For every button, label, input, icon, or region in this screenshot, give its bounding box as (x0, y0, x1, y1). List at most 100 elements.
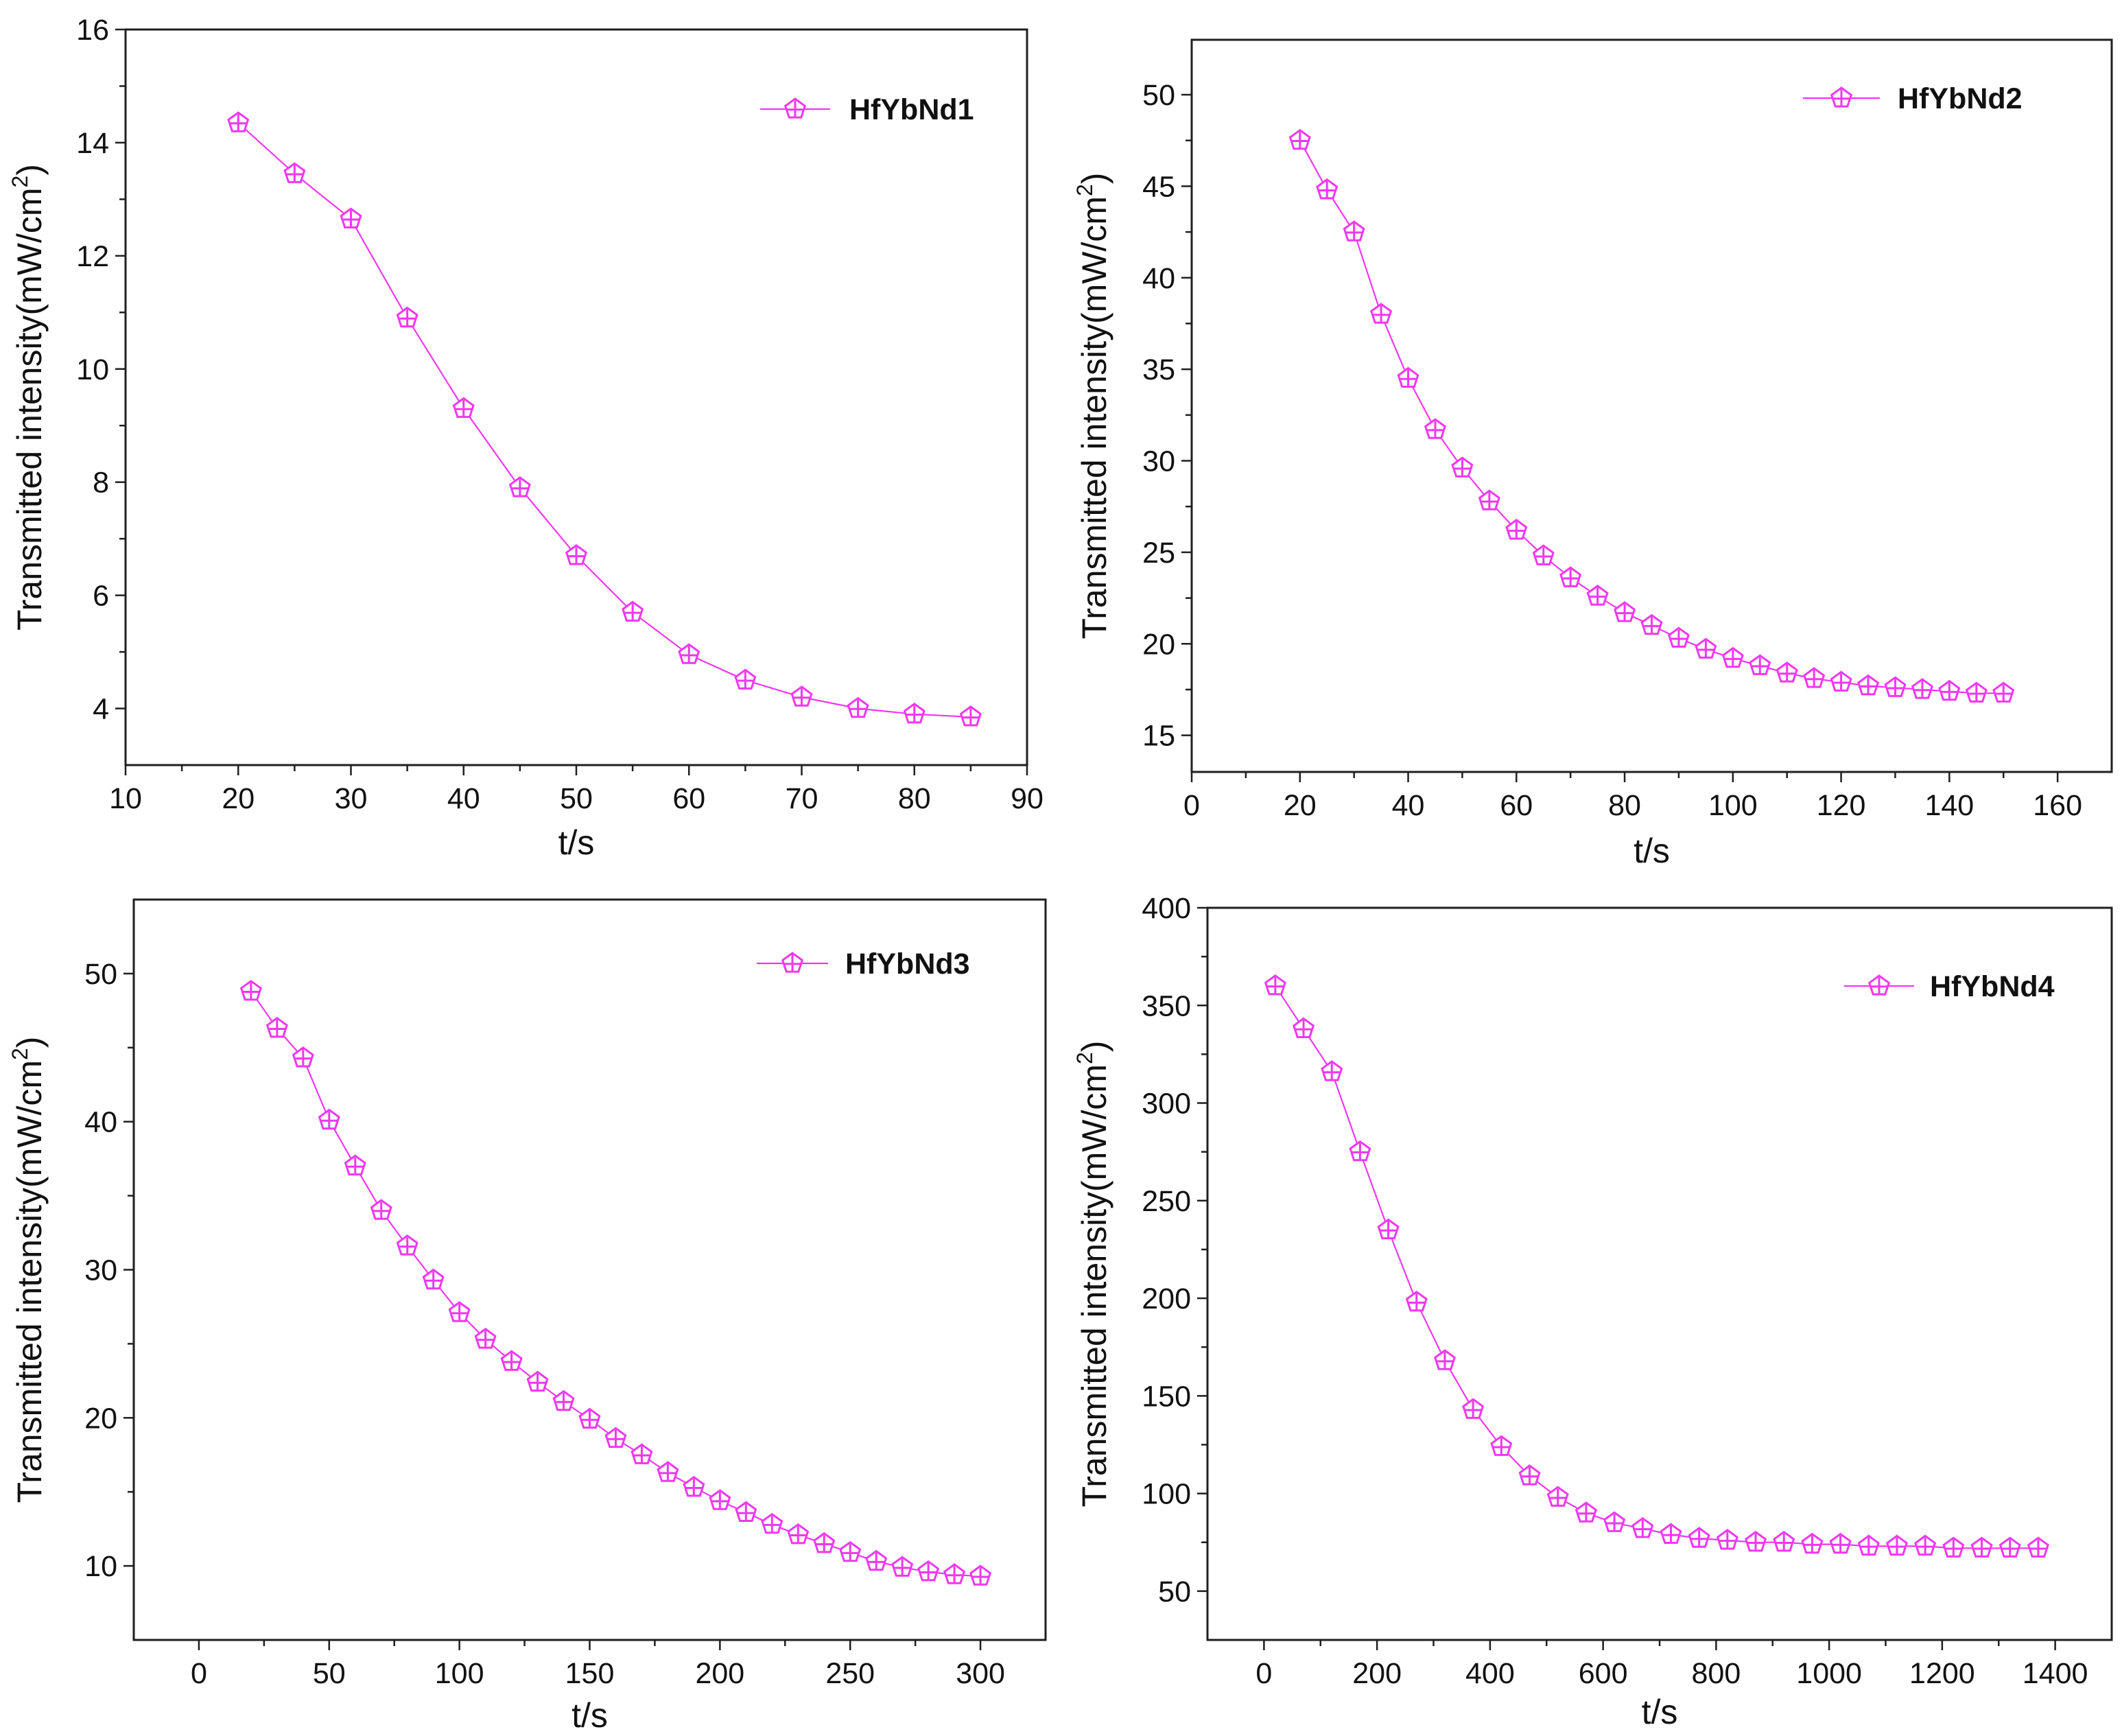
y-axis-title-close: ) (10, 1037, 49, 1048)
x-tick-label: 1000 (1796, 1657, 1862, 1690)
x-tick-label: 0 (1183, 789, 1200, 822)
y-tick-label: 100 (1142, 1478, 1191, 1511)
y-axis-title-close: ) (1075, 173, 1113, 185)
y-axis-title: Transmitted intensity(mW/cm2) (1072, 1041, 1113, 1508)
x-axis-title: t/s (1634, 832, 1670, 870)
x-tick-label: 50 (313, 1657, 346, 1690)
data-point (903, 702, 926, 724)
y-tick-label: 200 (1142, 1282, 1191, 1315)
x-tick-label: 800 (1692, 1657, 1741, 1690)
data-point (1377, 1218, 1400, 1240)
data-point (959, 705, 982, 727)
x-tick-label: 160 (2033, 789, 2082, 822)
data-point (1451, 456, 1474, 478)
data-point (370, 1199, 392, 1220)
y-tick-label: 350 (1142, 989, 1191, 1022)
data-point (1264, 974, 1286, 996)
y-axis-title-superscript: 2 (1072, 184, 1097, 196)
x-tick-label: 250 (825, 1657, 875, 1690)
data-point (1532, 544, 1555, 565)
data-point (1631, 1516, 1654, 1538)
x-axis-title: t/s (558, 823, 595, 862)
data-point (1721, 646, 1744, 668)
data-point (1316, 178, 1339, 200)
y-tick-label: 10 (76, 353, 109, 386)
legend-label: HfYbNd1 (849, 93, 974, 126)
x-tick-label: 40 (447, 782, 480, 815)
data-point (1288, 128, 1311, 150)
data-point (578, 1407, 601, 1429)
data-point (1938, 679, 1961, 701)
x-tick-label: 20 (1284, 789, 1317, 822)
y-axis-title-main: Transmitted intensity(mW/cm (10, 1060, 49, 1503)
chart-panel-1: 10 20 30 40 50 60 70 80 90 4 6 8 10 12 14 16 t/s Transmit… (8, 14, 1044, 862)
data-point (422, 1268, 445, 1290)
x-tick-label: 70 (786, 782, 818, 815)
x-tick-label: 200 (1352, 1657, 1402, 1690)
x-tick-label: 300 (956, 1657, 1005, 1690)
data-point (761, 1512, 783, 1534)
x-tick-label: 30 (335, 782, 368, 815)
legend-label: HfYbNd3 (845, 948, 970, 981)
chart-panel-4: 0 200 400 600 800 1000 1200 1400 50 100 150 200 250 3… (1072, 892, 2113, 1731)
data-point (1640, 613, 1663, 635)
x-tick-label: 80 (1608, 789, 1641, 822)
data-point (565, 544, 588, 565)
data-point (1660, 1523, 1682, 1544)
x-tick-label: 80 (898, 782, 931, 815)
y-tick-label: 20 (1142, 628, 1175, 661)
data-point (448, 1301, 471, 1322)
data-point (1857, 1534, 1880, 1556)
data-point (396, 1234, 418, 1256)
x-tick-label: 200 (695, 1657, 744, 1690)
y-tick-label: 40 (1142, 262, 1175, 295)
data-point (1688, 1527, 1710, 1548)
data-point (1614, 601, 1636, 622)
x-tick-label: 0 (191, 1657, 207, 1690)
legend-marker (781, 952, 804, 973)
data-point (813, 1532, 836, 1553)
data-point (1745, 1530, 1767, 1552)
y-tick-label: 10 (84, 1550, 117, 1583)
data-point (1370, 303, 1393, 324)
y-tick-label: 8 (93, 467, 109, 500)
data-point (474, 1328, 497, 1349)
data-point (1490, 1435, 1513, 1456)
y-axis-title-superscript: 2 (8, 176, 32, 188)
x-tick-label: 140 (1924, 789, 1974, 822)
data-point (1293, 1017, 1315, 1038)
data-point (526, 1370, 549, 1392)
data-point (604, 1427, 627, 1448)
data-point (340, 207, 362, 228)
x-tick-label: 60 (1500, 789, 1533, 822)
data-point (1773, 1530, 1795, 1552)
data-point (1603, 1511, 1626, 1532)
y-tick-label: 14 (76, 127, 109, 160)
data-point (1911, 678, 1933, 699)
x-tick-label: 100 (1708, 789, 1758, 822)
y-tick-label: 4 (93, 693, 109, 726)
y-tick-label: 400 (1142, 892, 1191, 925)
data-point (1965, 681, 1988, 703)
data-point (630, 1443, 653, 1464)
data-point (1343, 220, 1365, 242)
y-tick-label: 300 (1142, 1088, 1191, 1121)
x-tick-label: 90 (1011, 782, 1044, 815)
legend-marker (783, 97, 807, 119)
data-point (683, 1475, 705, 1497)
x-tick-label: 50 (560, 782, 593, 815)
data-point (1397, 366, 1419, 388)
data-point (891, 1556, 914, 1577)
y-tick-label: 50 (84, 958, 117, 991)
data-point (1559, 566, 1582, 587)
y-tick-label: 6 (93, 580, 109, 613)
data-point (1829, 1532, 1852, 1554)
x-tick-label: 1200 (1909, 1657, 1975, 1690)
data-point (1546, 1486, 1569, 1507)
y-axis-title-main: Transmitted intensity(mW/cm (10, 187, 49, 630)
plot-frame (1190, 38, 2113, 773)
y-axis-title: Transmitted intensity(mW/cm2) (8, 164, 49, 631)
data-point (1405, 1290, 1428, 1312)
data-point (1586, 585, 1609, 606)
x-tick-label: 120 (1817, 789, 1866, 822)
